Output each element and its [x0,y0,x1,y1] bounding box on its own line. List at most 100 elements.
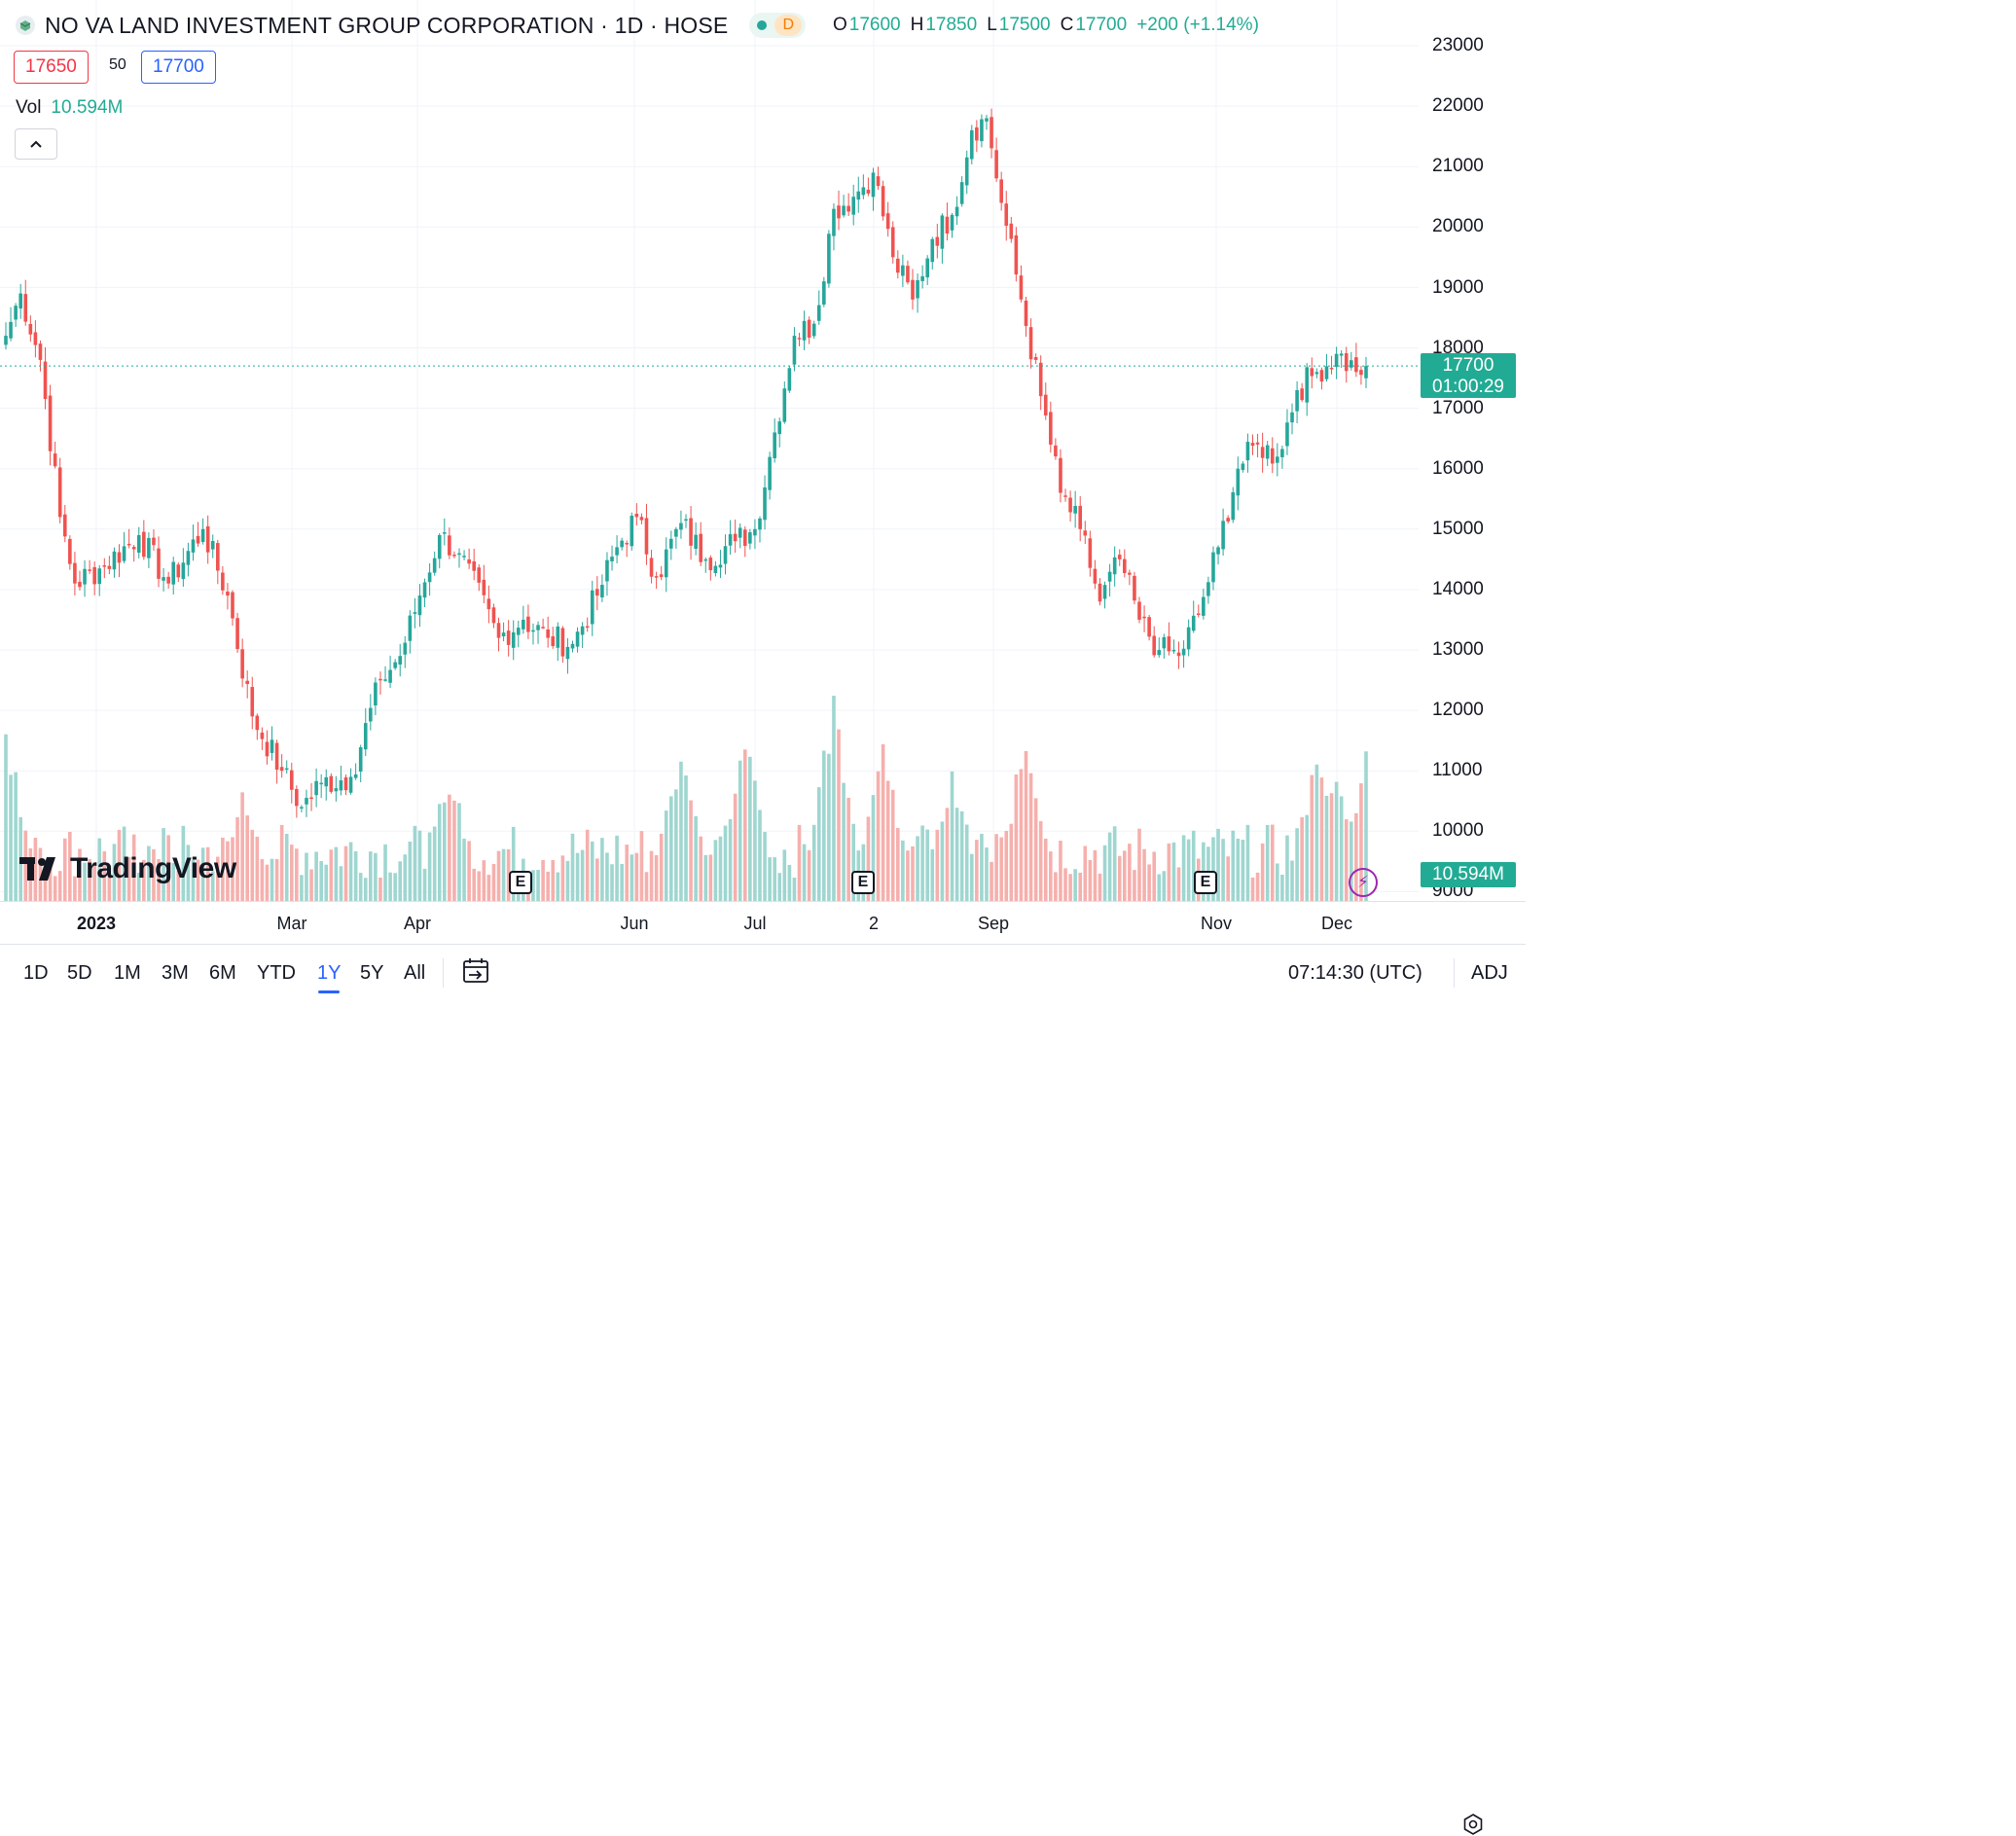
candle-body [126,543,131,546]
volume-bar [300,875,304,901]
candle-body [226,592,230,596]
candle-body [319,782,323,785]
volume-bar [73,876,77,901]
volume-bar [881,743,885,901]
candle-body [1295,389,1299,412]
volume-bar [1088,860,1093,901]
volume-bar [255,836,260,901]
buy-price-button[interactable]: 17700 [141,51,216,84]
range-1d-button[interactable]: 1D [23,962,49,984]
candle-body [1024,300,1028,327]
candle-body [742,529,747,547]
earnings-marker[interactable]: E [851,871,875,894]
volume-bar [200,847,205,901]
candle-body [477,567,482,583]
volume-bar [462,838,466,901]
volume-bar [954,808,959,901]
collapse-legend-button[interactable] [15,128,57,160]
volume-bar [1241,840,1245,901]
volume-bar [378,878,382,901]
range-5d-button[interactable]: 5D [67,962,92,984]
candle-body [200,528,205,543]
sell-price-button[interactable]: 17650 [14,51,89,84]
volume-bar [1043,838,1048,901]
price-tick: 21000 [1432,156,1484,176]
market-status-pill[interactable]: D [749,13,806,38]
range-1y-button[interactable]: 1Y [317,962,342,984]
candle-body [881,186,885,217]
range-6m-button[interactable]: 6M [209,962,236,984]
candle-body [491,607,496,624]
candle-body [935,236,940,246]
volume-bar [1181,835,1186,901]
utc-clock[interactable]: 07:14:30 (UTC) [1288,962,1422,984]
volume-bar [126,856,131,901]
candlestick-chart[interactable] [0,0,1419,901]
volume-bar [950,771,954,901]
volume-bar [753,780,757,901]
candle-body [413,612,417,614]
settings-gear-icon[interactable] [1461,1813,1485,1836]
candle-body [14,306,18,320]
tradingview-logo[interactable]: TradingView [19,852,236,885]
time-tick: Mar [276,914,307,933]
volume-bar [210,871,215,901]
volume-legend[interactable]: Vol 10.594M [16,97,123,119]
session-badge: D [774,15,802,36]
time-axis[interactable]: 2023 Mar Apr Jun Jul 2 Sep Nov Dec [0,901,1526,1835]
volume-bar [911,846,915,901]
volume-bar [935,829,940,901]
volume-bar [1014,774,1019,901]
price-axis[interactable]: 23000 22000 21000 20000 19000 18000 1700… [1419,0,1526,901]
candle-body [595,589,599,596]
toolbar-divider [443,958,444,988]
candle-body [930,238,935,263]
range-ytd-button[interactable]: YTD [257,962,296,984]
candle-body [274,742,279,770]
volume-bar [615,835,619,901]
symbol-title[interactable]: NO VA LAND INVESTMENT GROUP CORPORATION … [45,12,729,38]
volume-bar [23,830,28,901]
volume-bar [600,838,604,901]
candle-body [348,776,353,793]
range-3m-button[interactable]: 3M [162,962,189,984]
candle-body [713,565,718,573]
adjust-data-button[interactable]: ADJ [1471,962,1508,984]
volume-bar [250,829,255,901]
volume-bar [457,803,461,901]
volume-bar [1038,820,1043,901]
candle-body [1117,555,1122,559]
range-all-button[interactable]: All [404,962,426,984]
earnings-marker[interactable]: E [1194,871,1217,894]
candle-body [38,343,43,360]
candle-body [807,319,811,339]
range-1m-button[interactable]: 1M [114,962,141,984]
volume-bar [1028,773,1033,901]
volume-bar [1276,863,1279,901]
candle-body [43,361,48,400]
volume-bar [62,838,67,901]
candle-body [506,630,511,645]
candle-body [630,516,634,547]
flash-icon[interactable]: ⚡ [1349,868,1378,897]
candle-body [773,432,776,458]
go-to-date-icon[interactable] [461,956,492,986]
candle-body [97,568,102,585]
volume-bar [260,859,265,901]
range-5y-button[interactable]: 5Y [360,962,384,984]
candle-body [472,560,476,571]
chart-area[interactable]: NO VA LAND INVESTMENT GROUP CORPORATION … [0,0,1419,901]
candle-body [443,532,447,534]
candle-body [1093,568,1098,584]
candle-body [945,216,950,234]
volume-bar [906,850,910,901]
volume-bar [511,826,516,901]
volume-bar [117,829,122,901]
candle-body [166,576,170,584]
candle-body [728,534,733,546]
chevron-up-icon [30,140,42,148]
candle-body [1038,362,1043,397]
earnings-marker[interactable]: E [509,871,532,894]
candle-body [176,564,181,578]
grid-lines [0,0,1419,901]
